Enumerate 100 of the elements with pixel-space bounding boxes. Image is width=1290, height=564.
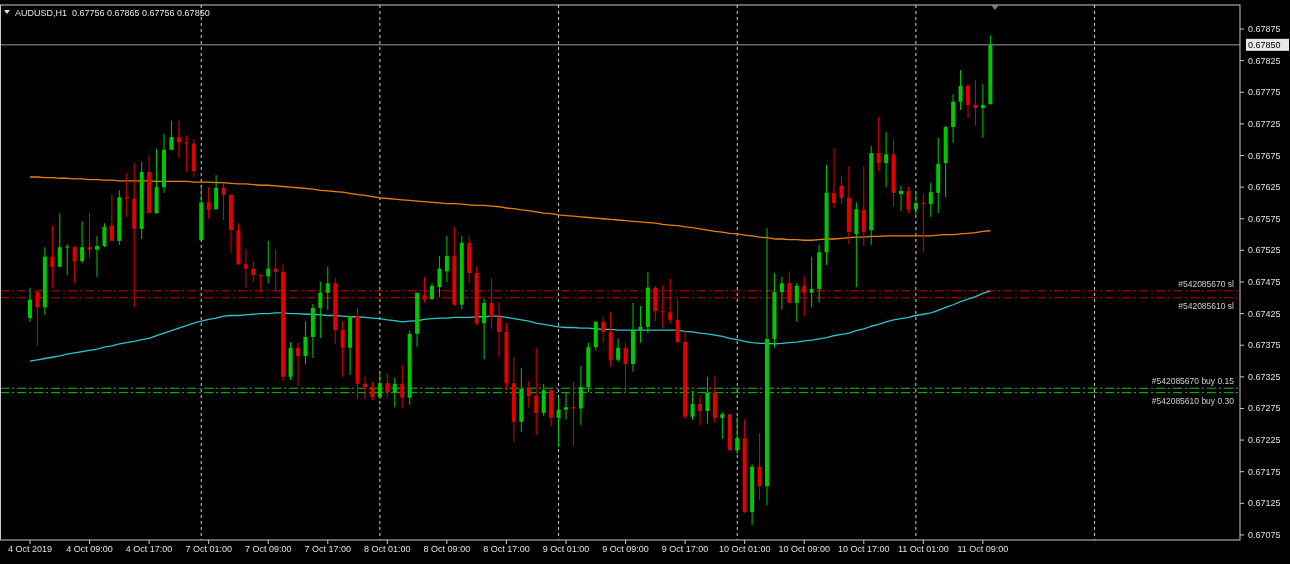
y-tick-label: 0.67475 — [1248, 276, 1281, 287]
candlestick — [913, 192, 918, 216]
candlestick — [884, 131, 889, 188]
candlestick — [385, 372, 390, 398]
x-tick-label: 8 Oct 09:00 — [423, 544, 471, 554]
candlestick — [102, 222, 107, 248]
candlestick — [809, 256, 814, 308]
candlestick — [50, 225, 55, 289]
candlestick — [444, 235, 449, 283]
x-tick-label: 8 Oct 17:00 — [483, 544, 530, 554]
y-tick-label: 0.67075 — [1248, 529, 1281, 540]
y-tick-label: 0.67675 — [1248, 150, 1281, 161]
candlestick — [80, 220, 85, 264]
candlestick — [832, 147, 836, 209]
ref-line-label: #542085670 buy 0.15 — [1151, 376, 1235, 387]
candlestick — [303, 320, 308, 365]
x-tick-label: 7 Oct 01:00 — [185, 544, 232, 554]
candlestick — [958, 69, 963, 111]
candlestick — [787, 270, 792, 304]
candlestick — [653, 285, 658, 322]
x-tick-label: 10 Oct 17:00 — [838, 544, 890, 554]
x-tick-label: 9 Oct 01:00 — [542, 544, 590, 554]
candlestick — [556, 397, 561, 448]
candlestick — [370, 381, 375, 401]
y-tick-label: 0.67125 — [1248, 498, 1281, 509]
y-tick-label: 0.67525 — [1248, 245, 1281, 256]
candlestick — [802, 275, 807, 317]
ref-line-label: #542085610 sl — [1178, 300, 1235, 311]
ref-line-label: #542085610 buy 0.30 — [1151, 395, 1235, 406]
candlestick — [720, 411, 725, 440]
candlestick — [109, 194, 114, 242]
candlestick — [668, 278, 673, 325]
y-tick-label: 0.67325 — [1248, 371, 1281, 382]
x-tick-label: 4 Oct 2019 — [7, 544, 53, 554]
candlestick — [296, 342, 300, 387]
candlestick — [482, 298, 487, 360]
x-tick-label: 7 Oct 17:00 — [304, 544, 352, 554]
candlestick — [325, 266, 330, 311]
x-tick-label: 11 Oct 01:00 — [897, 544, 949, 554]
candlestick — [400, 364, 405, 409]
candlestick — [794, 282, 799, 323]
y-tick-label: 0.67825 — [1248, 55, 1281, 66]
candlestick — [497, 301, 501, 358]
candlestick — [779, 276, 784, 311]
candlestick — [623, 342, 628, 394]
x-tick-label: 7 Oct 09:00 — [244, 544, 292, 554]
candlestick — [65, 243, 70, 276]
candlestick — [437, 255, 442, 298]
candlestick — [95, 235, 99, 278]
candlestick — [221, 182, 226, 221]
candlestick — [906, 186, 911, 214]
x-tick-label: 10 Oct 09:00 — [778, 544, 830, 554]
candlestick — [966, 83, 970, 119]
candlestick — [169, 120, 174, 151]
candlestick — [526, 380, 531, 409]
candlestick — [340, 320, 345, 378]
candlestick — [363, 375, 367, 400]
x-tick-label: 8 Oct 01:00 — [364, 544, 411, 554]
candlestick — [57, 212, 62, 268]
line-series — [29, 290, 991, 362]
chart-title: AUDUSD,H1 0.67756 0.67865 0.67756 0.67850 — [15, 8, 210, 18]
candlestick — [980, 83, 985, 139]
candlestick — [422, 276, 427, 304]
candlestick — [973, 79, 978, 127]
candlestick — [735, 416, 740, 455]
candlestick — [899, 185, 903, 212]
candlestick — [72, 245, 77, 284]
candlestick — [266, 240, 271, 284]
candlestick — [601, 316, 606, 344]
candlestick — [876, 116, 881, 172]
x-tick-label: 10 Oct 01:00 — [718, 544, 771, 554]
candlestick — [35, 289, 40, 346]
candlestick — [698, 394, 702, 426]
candlestick — [206, 186, 211, 220]
candlestick — [87, 212, 92, 259]
y-tick-label: 0.67175 — [1248, 466, 1281, 477]
candlestick — [616, 337, 621, 363]
candlestick — [243, 248, 248, 289]
candlestick — [534, 347, 539, 436]
candlestick — [638, 305, 643, 344]
x-tick-label: 4 Oct 09:00 — [66, 544, 113, 554]
candlestick — [176, 120, 181, 159]
candlestick — [489, 277, 494, 330]
y-tick-label: 0.67375 — [1248, 340, 1281, 351]
y-tick-label: 0.67575 — [1248, 213, 1281, 224]
candlestick — [757, 432, 762, 501]
x-tick-label: 9 Oct 17:00 — [661, 544, 709, 554]
y-tick-label: 0.67625 — [1248, 182, 1281, 193]
line-series — [29, 176, 991, 241]
candlestick — [675, 298, 680, 344]
y-tick-label: 0.67425 — [1248, 308, 1281, 319]
candlestick — [861, 165, 866, 247]
candlestick — [124, 172, 129, 218]
candlestick — [839, 175, 844, 205]
y-tick-label: 0.67275 — [1248, 403, 1281, 414]
y-tick-label: 0.67725 — [1248, 118, 1281, 129]
x-tick-label: 9 Oct 09:00 — [602, 544, 649, 554]
y-tick-label: 0.67875 — [1248, 24, 1281, 35]
candlestick — [318, 281, 323, 339]
ref-line-label: #542085670 sl — [1178, 278, 1235, 289]
